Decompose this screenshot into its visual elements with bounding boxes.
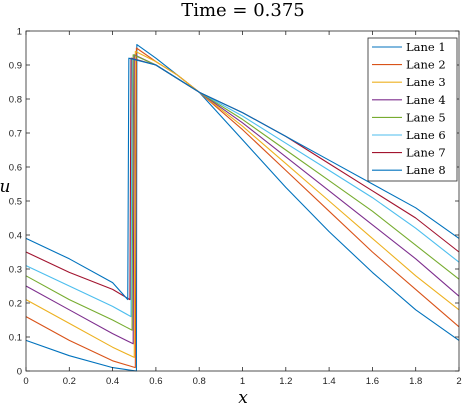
x-tick-label: 1	[240, 376, 245, 387]
y-tick-label: 0.6	[9, 163, 22, 174]
y-tick-label: 0.1	[9, 333, 22, 344]
x-tick-label: 0.8	[193, 376, 206, 387]
y-tick-label: 0.3	[9, 265, 22, 276]
x-tick-label: 0	[23, 376, 28, 387]
y-tick-label: 0.7	[9, 129, 22, 140]
legend-label-8: Lane 8	[406, 163, 446, 177]
tick-labels: 0 0.2 0.4 0.6 0.8 1 1.2 1.4 1.6 1.8 2 0 0.1 0.2 0.3 0.4…	[9, 27, 462, 388]
chart-title: Time = 0.375	[181, 0, 305, 21]
legend-label-5: Lane 5	[406, 110, 446, 124]
legend-label-6: Lane 6	[406, 128, 446, 142]
legend-label-2: Lane 2	[406, 58, 446, 72]
axes	[25, 30, 460, 372]
x-tick-label: 2	[456, 376, 461, 387]
y-axis-label: u	[0, 177, 10, 197]
legend-label-7: Lane 7	[406, 146, 446, 160]
series-layer	[25, 44, 460, 372]
x-axis-label: x	[238, 388, 248, 405]
legend-label-4: Lane 4	[406, 93, 446, 107]
y-tick-label: 0.8	[9, 95, 22, 106]
x-tick-label: 1.8	[409, 376, 422, 387]
y-tick-label: 0.9	[9, 61, 22, 72]
y-tick-label: 0.2	[9, 299, 22, 310]
legend-box	[367, 37, 458, 182]
legend-label-1: Lane 1	[406, 40, 446, 54]
x-tick-label: 1.2	[279, 376, 292, 387]
series-line-8	[25, 57, 460, 301]
legend-label-3: Lane 3	[406, 75, 446, 89]
x-tick-label: 0.6	[149, 376, 162, 387]
x-tick-label: 1.4	[322, 376, 335, 387]
x-tick-label: 1.6	[366, 376, 379, 387]
y-tick-label: 0	[17, 367, 22, 378]
x-tick-label: 0.4	[106, 376, 119, 387]
y-tick-label: 0.4	[9, 231, 22, 242]
y-tick-label: 1	[17, 27, 22, 38]
legend: Lane 1 Lane 2 Lane 3 Lane 4 Lane 5 Lane 6 Lane…	[367, 37, 458, 182]
y-tick-label: 0.5	[9, 197, 22, 208]
series-line-3	[25, 50, 460, 358]
x-tick-label: 0.2	[63, 376, 76, 387]
